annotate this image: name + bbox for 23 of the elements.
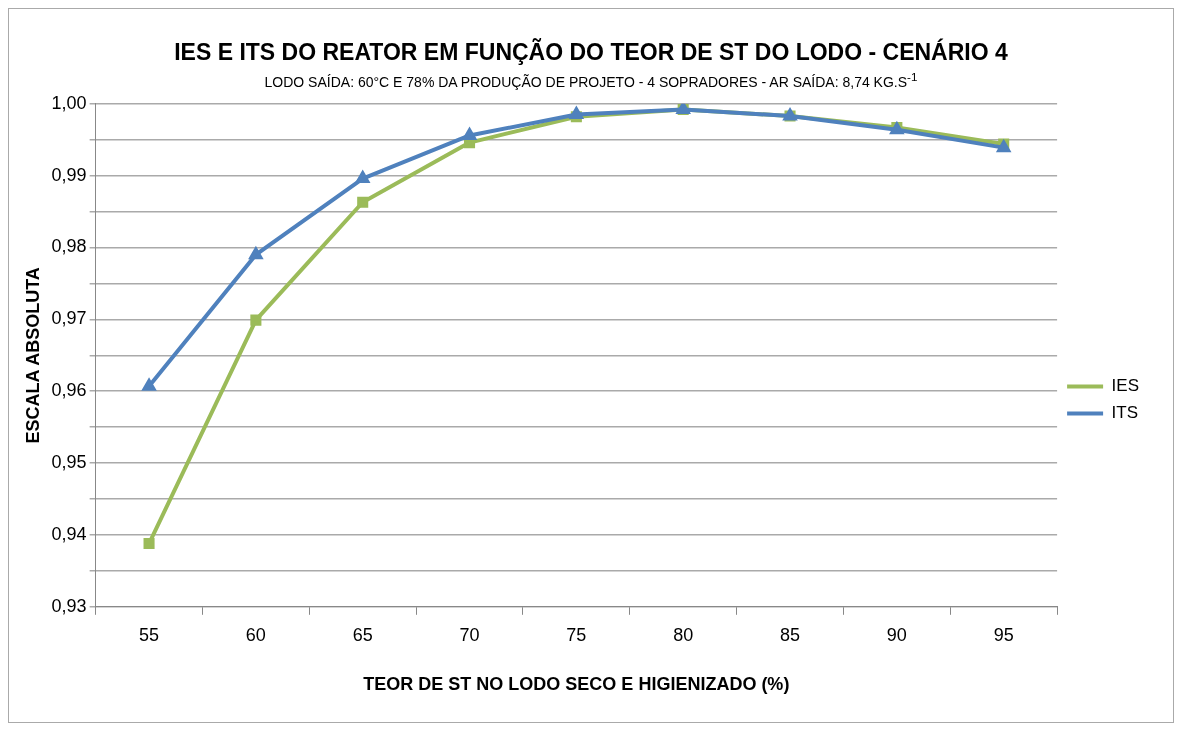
x-tick-label: 75 [566, 624, 587, 645]
x-tick-label: 70 [459, 624, 480, 645]
x-tick-label: 65 [352, 624, 373, 645]
y-tick-label: 0,97 [51, 308, 87, 328]
x-tick-label: 85 [780, 624, 801, 645]
y-axis-title: ESCALA ABSOLUTA [22, 266, 43, 444]
y-tick-label: 0,96 [51, 379, 87, 400]
x-tick-label: 80 [673, 624, 694, 645]
chart-subtitle: LODO SAÍDA: 60°C E 78% DA PRODUÇÃO DE PROJETO - 4 SOPRADORES - AR SAÍDA: 8,74 KG.S$^{-1}$ [263, 70, 919, 90]
legend-label: IES [1111, 375, 1140, 395]
y-tick-label: 0,99 [51, 164, 87, 185]
y-tick-label: 0,93 [51, 595, 87, 616]
x-tick-label: 95 [993, 624, 1014, 645]
y-tick-label: 0,95 [51, 451, 87, 472]
x-axis-title: TEOR DE ST NO LODO SECO E HIGIENIZADO (%) [363, 673, 790, 694]
y-tick-label: 0,94 [51, 523, 87, 544]
y-tick-label: 1,00 [51, 92, 87, 113]
x-tick-label: 55 [139, 624, 160, 645]
x-tick-label: 60 [245, 624, 266, 645]
y-tick-label: 0,98 [51, 236, 87, 257]
x-tick-label: 90 [886, 624, 907, 645]
legend-label: ITS [1111, 402, 1139, 422]
chart-title: IES E ITS DO REATOR EM FUNÇÃO DO TEOR DE ST DO LODO - CENÁRIO 4 [173, 39, 1009, 66]
